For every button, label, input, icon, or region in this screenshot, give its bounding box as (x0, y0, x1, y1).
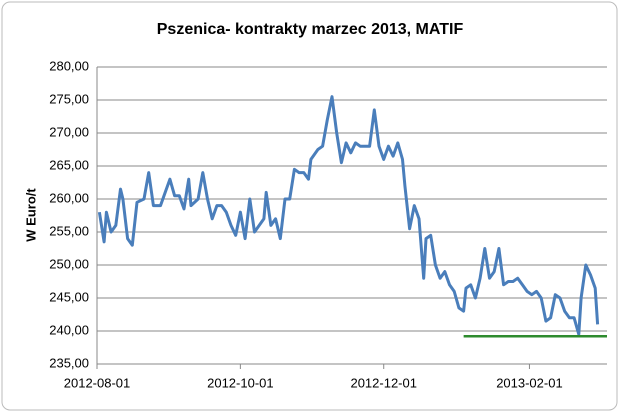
y-tick-label: 240,00 (49, 322, 89, 337)
chart-frame (1, 1, 618, 411)
y-tick-label: 275,00 (49, 91, 89, 106)
y-axis-label: W Euro/t (23, 188, 38, 242)
x-tick-label: 2013-02-01 (496, 375, 563, 390)
y-tick-label: 245,00 (49, 289, 89, 304)
y-tick-label: 265,00 (49, 157, 89, 172)
x-tick-label: 2012-08-01 (64, 375, 131, 390)
x-tick-label: 2012-12-01 (350, 375, 417, 390)
y-tick-label: 260,00 (49, 190, 89, 205)
chart-title: Pszenica- kontrakty marzec 2013, MATIF (157, 21, 464, 38)
y-tick-label: 235,00 (49, 355, 89, 370)
x-tick-label: 2012-10-01 (207, 375, 274, 390)
y-tick-label: 250,00 (49, 256, 89, 271)
data-line (97, 95, 600, 336)
y-tick-label: 270,00 (49, 124, 89, 139)
y-tick-label: 255,00 (49, 223, 89, 238)
y-tick-label: 280,00 (49, 58, 89, 73)
